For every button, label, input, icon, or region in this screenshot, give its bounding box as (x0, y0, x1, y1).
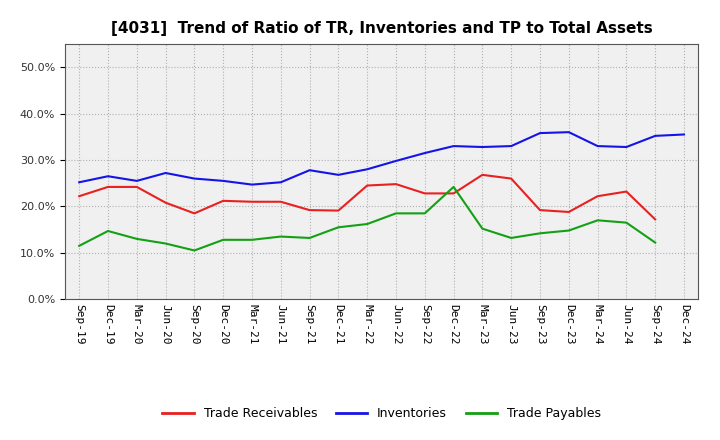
Legend: Trade Receivables, Inventories, Trade Payables: Trade Receivables, Inventories, Trade Pa… (157, 403, 606, 425)
Trade Receivables (392, 181, 400, 187)
Trade Receivables (507, 176, 516, 181)
Trade Receivables (161, 200, 170, 205)
Inventories (680, 132, 688, 137)
Trade Payables (75, 243, 84, 249)
Trade Receivables (564, 209, 573, 215)
Inventories (305, 168, 314, 173)
Trade Payables (334, 225, 343, 230)
Trade Payables (536, 231, 544, 236)
Trade Payables (593, 218, 602, 223)
Trade Payables (507, 235, 516, 241)
Trade Receivables (248, 199, 256, 205)
Trade Receivables (305, 208, 314, 213)
Inventories (420, 150, 429, 156)
Trade Payables (219, 237, 228, 242)
Trade Receivables (75, 194, 84, 199)
Trade Payables (190, 248, 199, 253)
Trade Receivables (334, 208, 343, 213)
Line: Trade Receivables: Trade Receivables (79, 175, 655, 220)
Inventories (248, 182, 256, 187)
Trade Receivables (651, 217, 660, 222)
Trade Payables (132, 236, 141, 242)
Trade Receivables (276, 199, 285, 205)
Inventories (276, 180, 285, 185)
Trade Payables (622, 220, 631, 225)
Trade Payables (161, 241, 170, 246)
Trade Payables (104, 228, 112, 234)
Trade Payables (305, 235, 314, 241)
Trade Payables (449, 184, 458, 190)
Inventories (334, 172, 343, 177)
Inventories (478, 144, 487, 150)
Trade Receivables (478, 172, 487, 177)
Trade Receivables (219, 198, 228, 203)
Trade Payables (420, 211, 429, 216)
Inventories (75, 180, 84, 185)
Inventories (507, 143, 516, 149)
Trade Payables (478, 226, 487, 231)
Trade Payables (651, 240, 660, 245)
Trade Receivables (593, 194, 602, 199)
Inventories (564, 129, 573, 135)
Trade Receivables (104, 184, 112, 190)
Inventories (536, 130, 544, 136)
Trade Receivables (449, 191, 458, 196)
Trade Receivables (536, 208, 544, 213)
Trade Receivables (132, 184, 141, 190)
Inventories (190, 176, 199, 181)
Title: [4031]  Trend of Ratio of TR, Inventories and TP to Total Assets: [4031] Trend of Ratio of TR, Inventories… (111, 21, 652, 36)
Trade Payables (248, 237, 256, 242)
Trade Payables (363, 221, 372, 227)
Trade Receivables (363, 183, 372, 188)
Trade Receivables (420, 191, 429, 196)
Trade Payables (392, 211, 400, 216)
Inventories (161, 170, 170, 176)
Inventories (449, 143, 458, 149)
Inventories (392, 158, 400, 164)
Inventories (363, 167, 372, 172)
Trade Payables (564, 228, 573, 233)
Line: Trade Payables: Trade Payables (79, 187, 655, 250)
Trade Receivables (190, 211, 199, 216)
Inventories (132, 178, 141, 183)
Trade Receivables (622, 189, 631, 194)
Inventories (622, 144, 631, 150)
Inventories (651, 133, 660, 139)
Inventories (593, 143, 602, 149)
Trade Payables (276, 234, 285, 239)
Inventories (104, 174, 112, 179)
Line: Inventories: Inventories (79, 132, 684, 185)
Inventories (219, 178, 228, 183)
